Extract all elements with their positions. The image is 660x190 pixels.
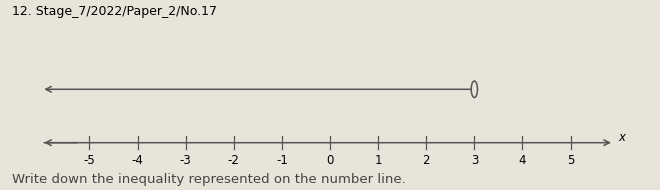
Text: 1: 1 (374, 154, 382, 167)
Text: 0: 0 (326, 154, 334, 167)
Text: -1: -1 (276, 154, 288, 167)
Circle shape (471, 81, 477, 97)
Text: -2: -2 (228, 154, 240, 167)
Text: Write down the inequality represented on the number line.: Write down the inequality represented on… (13, 173, 406, 186)
Text: 12. Stage_7/2022/Paper_2/No.17: 12. Stage_7/2022/Paper_2/No.17 (13, 5, 217, 18)
Text: 3: 3 (471, 154, 478, 167)
Text: x: x (618, 131, 626, 144)
Text: -3: -3 (180, 154, 191, 167)
Text: 5: 5 (567, 154, 574, 167)
Text: 4: 4 (519, 154, 526, 167)
Text: 2: 2 (422, 154, 430, 167)
Text: -4: -4 (131, 154, 143, 167)
Text: -5: -5 (84, 154, 95, 167)
